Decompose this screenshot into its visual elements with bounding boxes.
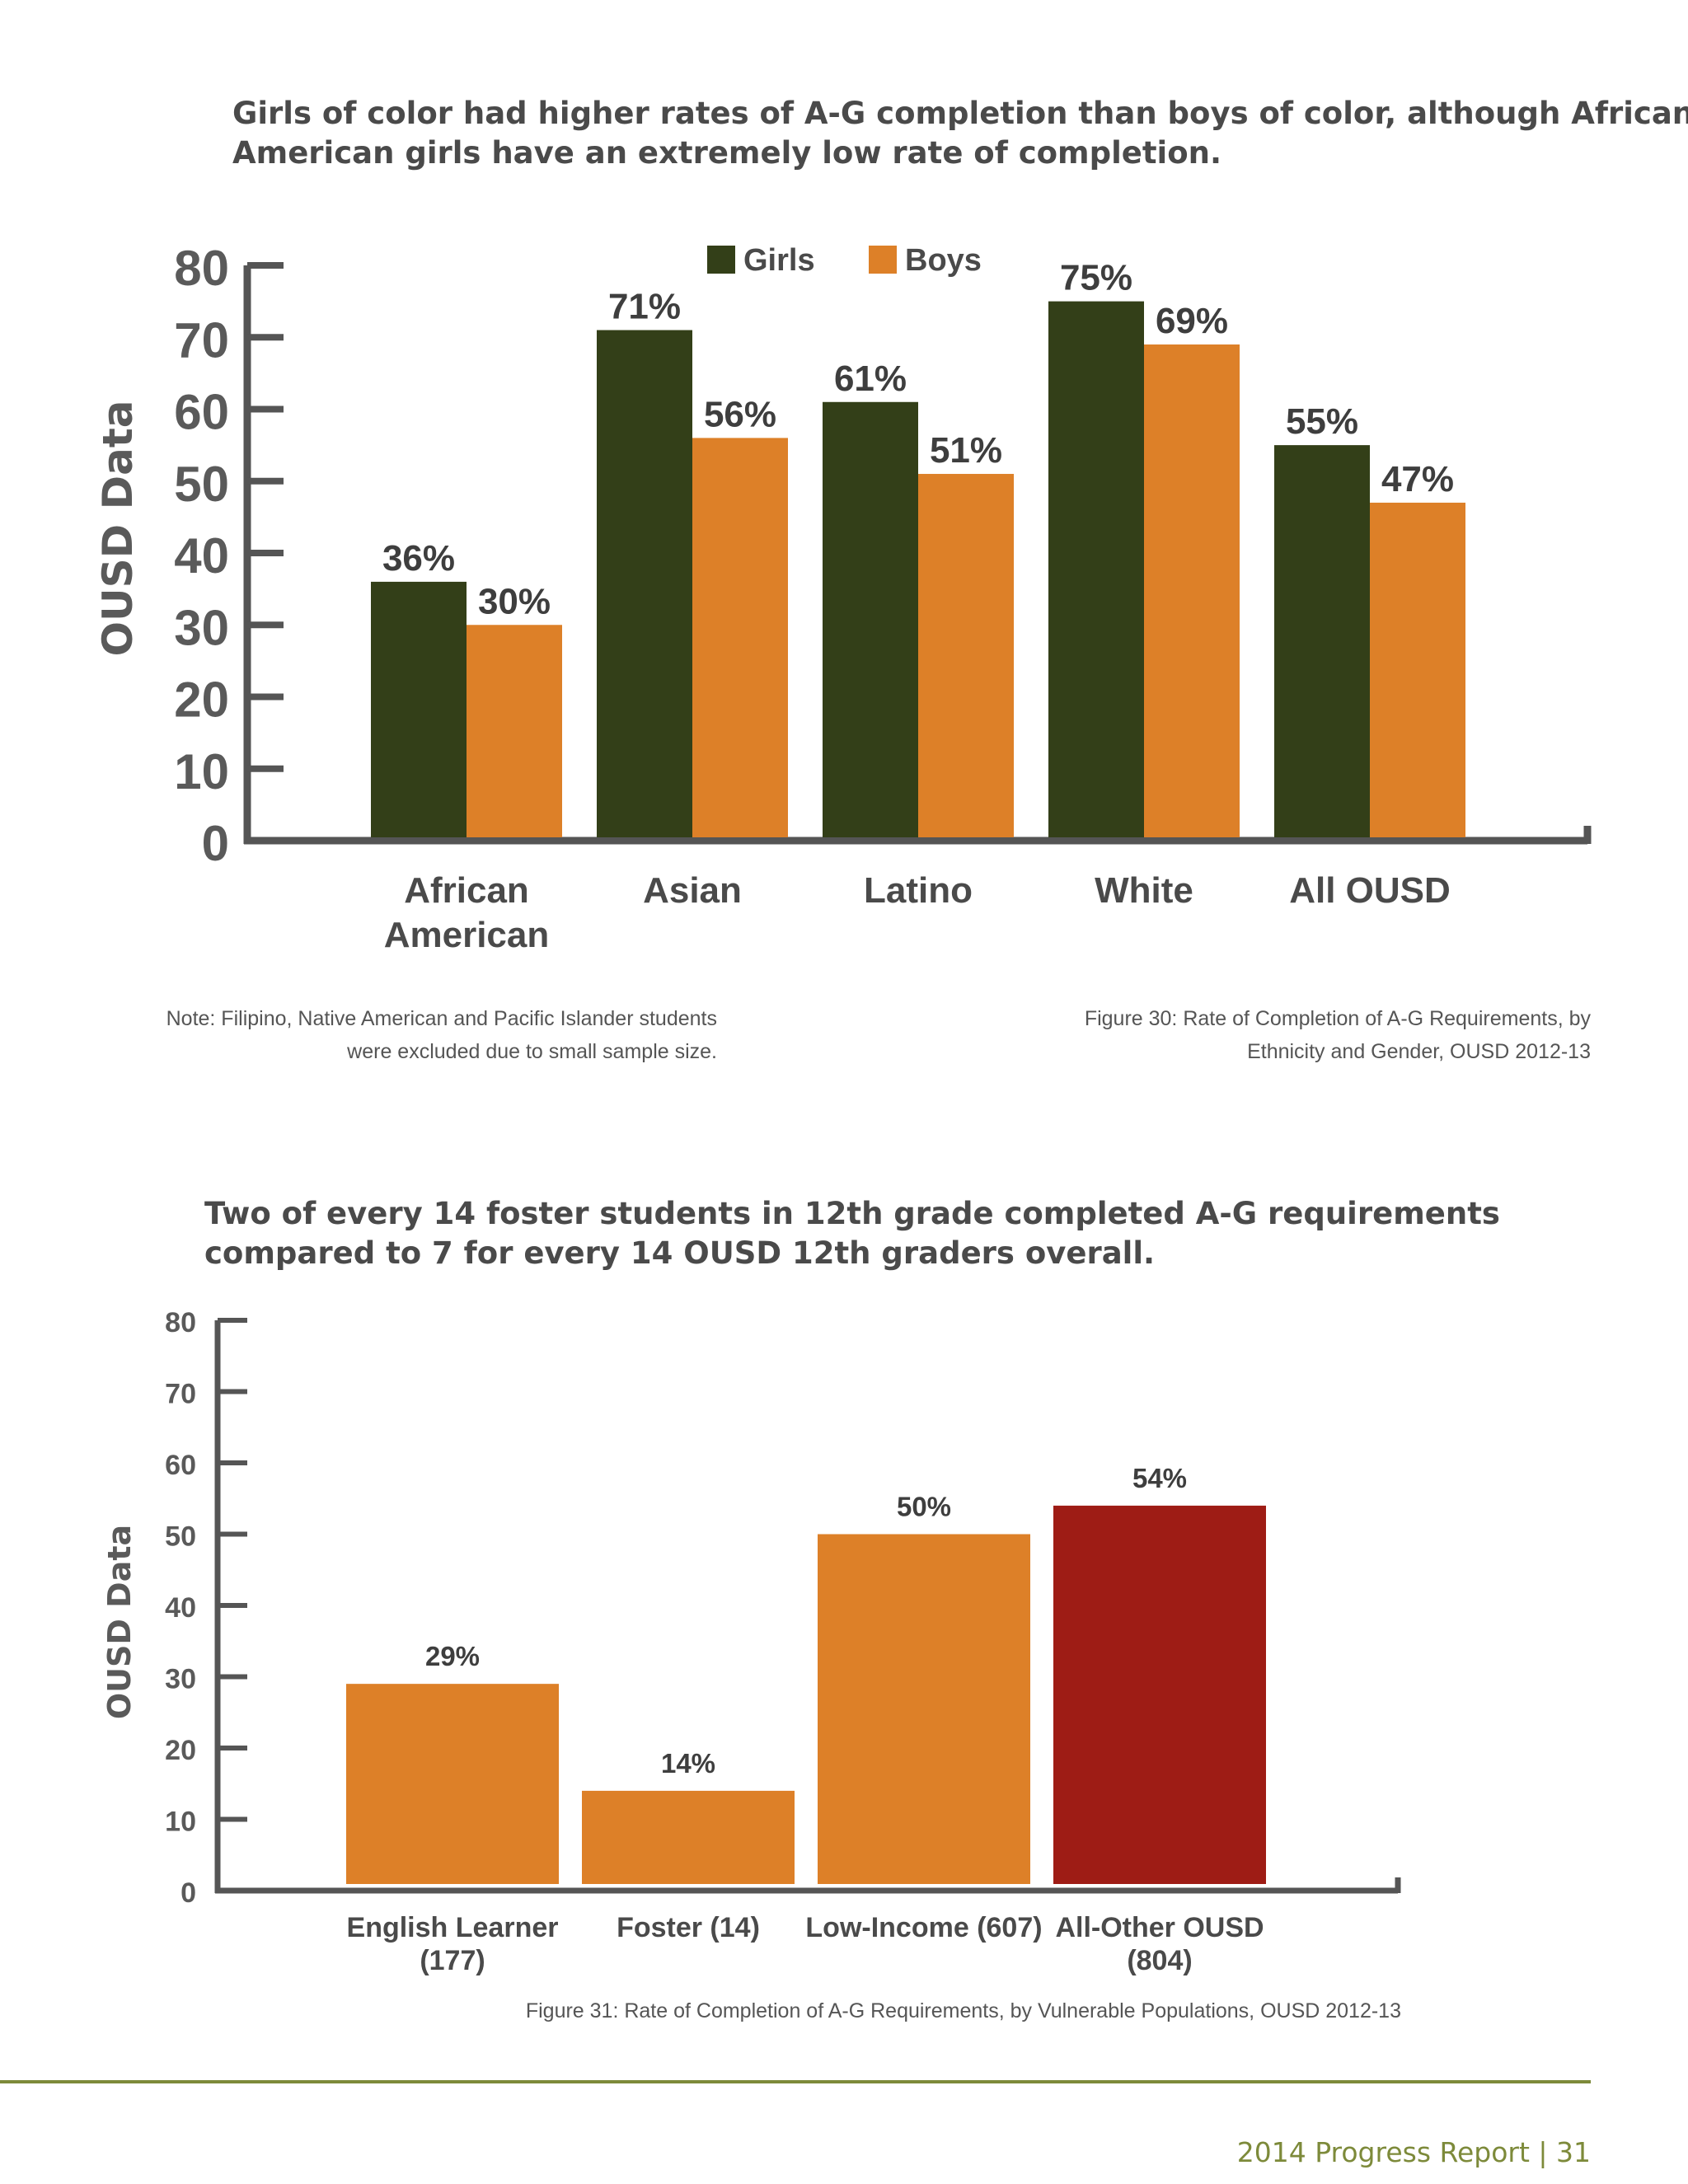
- figure30-headline: Girls of color had higher rates of A-G c…: [232, 94, 1688, 173]
- footer-rule: [0, 2080, 1591, 2083]
- bar-girls: [823, 401, 918, 837]
- figure31-headline-line: Two of every 14 foster students in 12th …: [204, 1196, 1500, 1231]
- bar: [1053, 1505, 1266, 1884]
- data-label-girls: 36%: [382, 538, 455, 579]
- data-label: 50%: [897, 1492, 951, 1522]
- bar-girls: [1048, 301, 1144, 837]
- legend-label-girls: Girls: [743, 243, 815, 278]
- data-label-boys: 30%: [478, 581, 551, 621]
- data-label: 29%: [425, 1641, 480, 1671]
- bar-girls: [1274, 445, 1370, 837]
- y-tick-label: 10: [174, 744, 229, 799]
- y-tick-label: 80: [165, 1307, 196, 1338]
- figure30-caption: Figure 30: Rate of Completion of A-G Req…: [1014, 1002, 1591, 1068]
- figure30-note-line: were excluded due to small sample size.: [347, 1040, 717, 1063]
- data-label-girls: 61%: [834, 359, 907, 399]
- figure30-note-line: Note: Filipino, Native American and Paci…: [166, 1007, 717, 1030]
- y-tick-label: 50: [174, 457, 229, 512]
- figure30-headline-line: Girls of color had higher rates of A-G c…: [232, 96, 1688, 131]
- y-tick-label: 40: [165, 1592, 196, 1624]
- page-footer: 2014 Progress Report | 31: [1236, 2136, 1591, 2168]
- x-category-label: Low-Income (607): [805, 1912, 1042, 1943]
- data-label-boys: 47%: [1381, 459, 1454, 499]
- x-category-label: All OUSD: [1289, 870, 1451, 911]
- y-tick-label: 10: [165, 1807, 196, 1838]
- figure31-caption: Figure 31: Rate of Completion of A-G Req…: [462, 1994, 1401, 2027]
- x-category-label: Latino: [864, 870, 973, 911]
- bar-girls: [597, 330, 692, 837]
- y-axis-title: OUSD Data: [94, 401, 142, 657]
- x-category-label: American: [384, 915, 550, 955]
- data-label-girls: 75%: [1060, 258, 1132, 298]
- y-tick-label: 20: [174, 673, 229, 728]
- data-label-boys: 51%: [930, 430, 1002, 471]
- y-tick-label: 20: [165, 1735, 196, 1766]
- y-tick-label: 40: [174, 528, 229, 583]
- y-tick-label: 70: [165, 1379, 196, 1410]
- figure31-headline-line: compared to 7 for every 14 OUSD 12th gra…: [204, 1235, 1156, 1271]
- y-tick-label: 50: [165, 1521, 196, 1553]
- data-label-girls: 55%: [1286, 401, 1358, 442]
- y-tick-label: 70: [174, 312, 229, 368]
- x-category-label: English Learner: [347, 1912, 559, 1943]
- legend-swatch-girls: [707, 246, 735, 274]
- y-tick-label: 0: [181, 1877, 196, 1909]
- bar-boys: [467, 625, 562, 837]
- bar: [818, 1534, 1030, 1884]
- bar-girls: [371, 581, 467, 837]
- y-tick-label: 60: [174, 385, 229, 440]
- y-tick-label: 30: [165, 1664, 196, 1695]
- figure31-headline: Two of every 14 foster students in 12th …: [204, 1194, 1500, 1273]
- legend-label-boys: Boys: [905, 243, 982, 278]
- figure30-caption-line: Figure 30: Rate of Completion of A-G Req…: [1084, 1007, 1591, 1030]
- x-category-label: All-Other OUSD: [1055, 1912, 1264, 1943]
- bar-boys: [692, 438, 788, 837]
- figure31-bar-chart: 0 10 20 30 40 50 60 70 80 OUSD Data 29% English Lea…: [101, 1307, 1401, 1976]
- figure31-caption-line: Figure 31: Rate of Completion of A-G Req…: [525, 1999, 1401, 2022]
- y-tick-label: 0: [202, 816, 229, 871]
- bar: [582, 1790, 795, 1884]
- data-label-girls: 71%: [608, 287, 681, 327]
- bar-boys: [1370, 502, 1465, 837]
- x-category-label: (177): [420, 1945, 485, 1976]
- data-label-boys: 56%: [704, 394, 776, 434]
- legend-swatch-boys: [869, 246, 897, 274]
- y-tick-label: 60: [165, 1450, 196, 1481]
- bar-boys: [1144, 344, 1240, 838]
- bar-boys: [918, 474, 1014, 837]
- x-category-label: African: [404, 870, 529, 911]
- y-axis-title: OUSD Data: [101, 1525, 138, 1719]
- data-label: 54%: [1132, 1463, 1187, 1493]
- y-tick-label: 30: [174, 600, 229, 655]
- figure30-caption-line: Ethnicity and Gender, OUSD 2012-13: [1247, 1040, 1591, 1063]
- data-label-boys: 69%: [1156, 301, 1228, 341]
- figure30-headline-line: American girls have an extremely low rat…: [232, 135, 1222, 171]
- data-label: 14%: [661, 1748, 715, 1779]
- x-category-label: Asian: [643, 870, 742, 911]
- x-category-label: White: [1095, 870, 1193, 911]
- figure30-note: Note: Filipino, Native American and Paci…: [115, 1002, 717, 1068]
- x-category-label: (804): [1127, 1945, 1192, 1976]
- bar: [346, 1684, 559, 1884]
- x-category-label: Foster (14): [617, 1912, 760, 1943]
- y-tick-label: 80: [174, 241, 229, 296]
